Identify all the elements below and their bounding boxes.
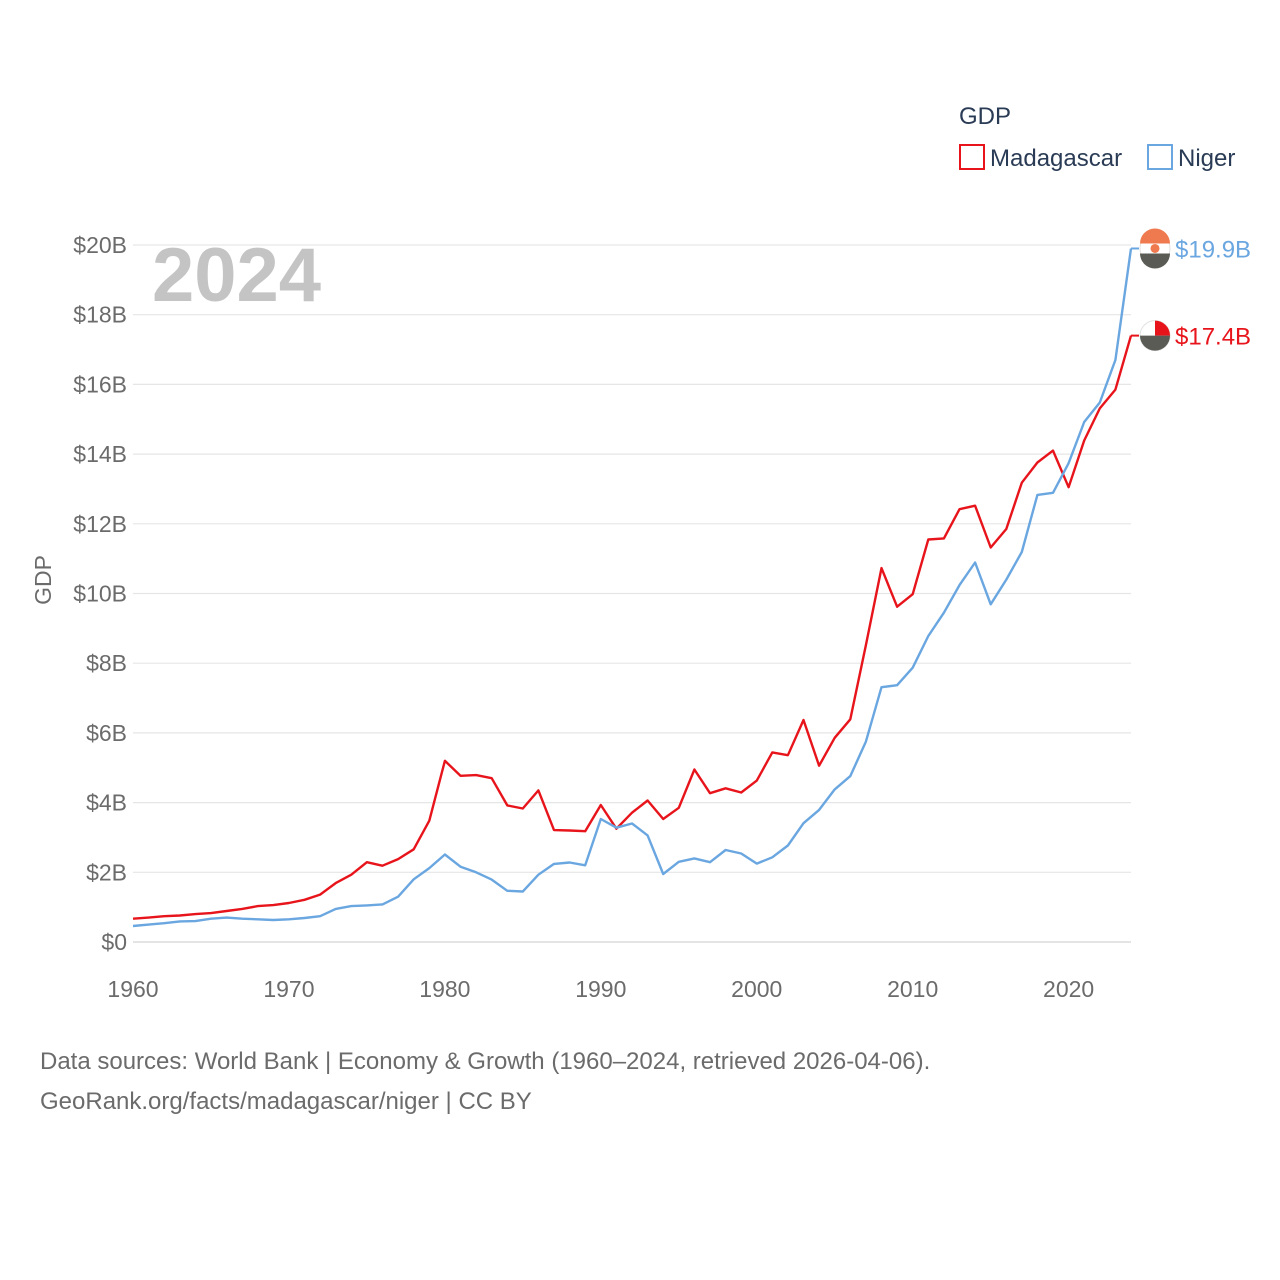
end-markers: $17.4B $19.9B bbox=[1131, 228, 1251, 352]
y-tick-label: $2B bbox=[86, 859, 127, 885]
x-tick-label: 1990 bbox=[575, 976, 626, 1002]
x-tick-label: 1970 bbox=[263, 976, 314, 1002]
legend-title: GDP bbox=[959, 103, 1011, 130]
legend-label-niger: Niger bbox=[1178, 145, 1235, 172]
y-tick-label: $20B bbox=[73, 232, 127, 258]
data-source-note: Data sources: World Bank | Economy & Gro… bbox=[40, 1042, 930, 1122]
y-tick-label: $8B bbox=[86, 650, 127, 676]
y-tick-label: $10B bbox=[73, 581, 127, 607]
series-line-niger bbox=[132, 248, 1133, 928]
flag-icon-niger bbox=[1139, 228, 1171, 269]
y-tick-label: $6B bbox=[86, 720, 127, 746]
year-label: 2024 bbox=[152, 233, 321, 318]
legend-swatch-niger bbox=[1147, 144, 1173, 170]
series-lines bbox=[132, 248, 1133, 928]
y-tick-label: $14B bbox=[73, 441, 127, 467]
y-tick-label: $4B bbox=[86, 790, 127, 816]
y-tick-label: $18B bbox=[73, 302, 127, 328]
x-tick-label: 2020 bbox=[1043, 976, 1094, 1002]
x-axis-ticks: 1960 1970 1980 1990 2000 2010 2020 bbox=[107, 976, 1094, 1002]
end-value-label-madagascar: $17.4B bbox=[1175, 324, 1251, 351]
end-value-label-niger: $19.9B bbox=[1175, 236, 1251, 263]
series-line-madagascar bbox=[132, 335, 1133, 920]
legend-swatch-madagascar bbox=[959, 144, 985, 170]
flag-icon-madagascar bbox=[1139, 320, 1171, 352]
y-tick-label: $16B bbox=[73, 371, 127, 397]
x-tick-label: 2010 bbox=[887, 976, 938, 1002]
source-line-1: Data sources: World Bank | Economy & Gro… bbox=[40, 1048, 931, 1075]
legend: GDP Madagascar Niger bbox=[959, 103, 1235, 172]
x-tick-label: 2000 bbox=[731, 976, 782, 1002]
gridlines bbox=[133, 244, 1131, 943]
y-tick-label: $0 bbox=[101, 929, 127, 955]
y-axis-ticks: $0 $2B $4B $6B $8B $10B $12B $14B $16B $18B $20B bbox=[73, 232, 127, 955]
x-tick-label: 1960 bbox=[107, 976, 158, 1002]
y-tick-label: $12B bbox=[73, 511, 127, 537]
x-tick-label: 1980 bbox=[419, 976, 470, 1002]
y-axis-label: GDP bbox=[30, 555, 56, 605]
source-line-2[interactable]: GeoRank.org/facts/madagascar/niger | CC … bbox=[40, 1088, 532, 1115]
legend-label-madagascar: Madagascar bbox=[990, 145, 1122, 172]
